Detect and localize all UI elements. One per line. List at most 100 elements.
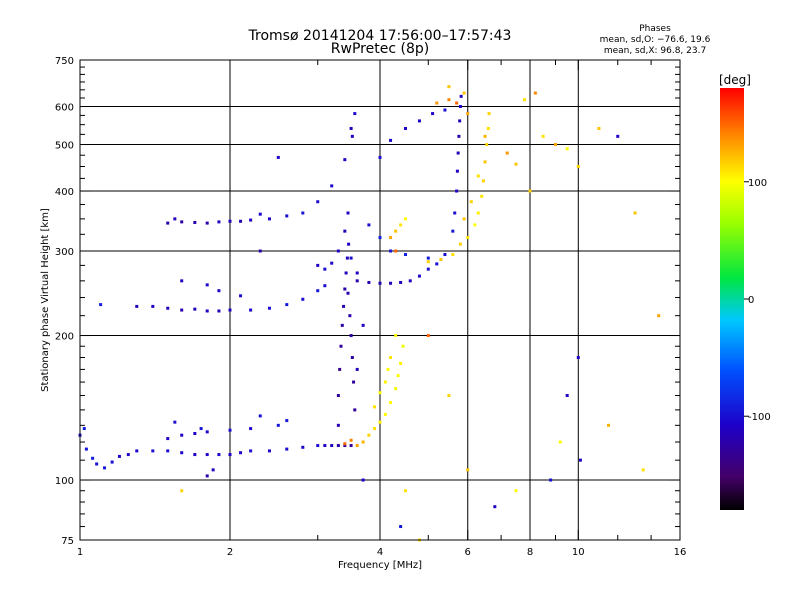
data-point [578,458,582,462]
data-point [82,427,86,431]
data-point [193,453,197,457]
data-points [78,85,661,542]
data-point [285,419,289,423]
data-point [267,217,271,221]
data-point [239,219,243,223]
data-point [84,447,88,451]
data-point [355,279,359,283]
data-point [458,242,462,246]
data-point [336,444,340,448]
data-point [199,427,203,431]
chart-title: Tromsø 20141204 17:56:00–17:57:43 [248,28,512,44]
data-point [447,85,451,89]
data-point [417,119,421,123]
data-point [193,307,197,311]
data-point [523,98,527,102]
data-point [239,451,243,455]
data-point [367,433,371,437]
data-point [616,134,620,138]
data-point [323,284,327,288]
data-point [285,447,289,451]
data-point [349,256,353,260]
data-point [173,420,177,424]
data-point [211,468,215,472]
data-point [426,267,430,271]
data-point [451,253,455,257]
data-point [323,267,327,271]
data-point [389,281,393,285]
data-point [285,214,289,218]
data-point [455,169,459,173]
data-point [367,280,371,284]
y-tick-label: 750 [55,56,74,67]
data-point [336,423,340,427]
data-point [455,101,459,105]
x-tick-label: 1 [77,547,83,558]
data-point [323,444,327,448]
data-point [330,261,334,265]
data-point [343,158,347,162]
data-point [576,355,580,359]
data-point [451,229,455,233]
data-point [228,219,232,223]
data-point [249,218,253,222]
data-point [466,112,470,116]
data-point [597,126,601,130]
data-point [389,138,393,142]
data-point [435,262,439,266]
data-point [228,428,232,432]
data-point [361,323,365,327]
data-point [135,449,139,453]
data-point [205,309,209,313]
data-point [514,489,518,493]
data-point [344,271,348,275]
data-point [346,291,350,295]
data-point [228,308,232,312]
data-point [389,249,393,253]
data-point [426,260,430,264]
data-point [301,445,305,449]
data-point [473,223,477,227]
data-point [558,440,562,444]
data-point [447,394,451,398]
y-tick-label: 400 [55,187,74,198]
data-point [456,151,460,155]
data-point [166,221,170,225]
legend-line-o: mean, sd,O: −76.6, 19.6 [600,35,711,45]
data-point [346,211,350,215]
data-point [533,91,537,95]
data-point [458,105,462,109]
x-tick-label: 8 [527,547,533,558]
data-point [339,344,343,348]
data-point [480,194,484,198]
data-point [389,355,393,359]
data-point [180,433,184,437]
y-axis: 75 100 200 300 400 500 600 750 [55,56,680,547]
legend-line-x: mean, sd,X: 96.8, 23.7 [604,46,706,56]
data-point [565,394,569,398]
data-point [193,220,197,224]
data-point [180,451,184,455]
data-point [373,405,377,409]
data-point [103,466,107,470]
data-point [276,155,280,159]
data-point [549,478,553,482]
data-point [485,143,489,147]
data-point [487,112,491,116]
data-point [458,119,462,123]
data-point [469,200,473,204]
data-point [394,249,398,253]
colorbar-label: [deg] [719,73,751,87]
data-point [316,444,320,448]
data-point [110,460,114,464]
data-point [394,387,398,391]
grid-lines [80,60,680,540]
data-point [386,367,390,371]
data-point [316,289,320,293]
data-point [466,236,470,240]
colorbar-ticks: 100 0 -100 [744,178,771,423]
data-point [205,221,209,225]
data-point [301,211,305,215]
data-point [180,279,184,283]
data-point [399,361,403,365]
